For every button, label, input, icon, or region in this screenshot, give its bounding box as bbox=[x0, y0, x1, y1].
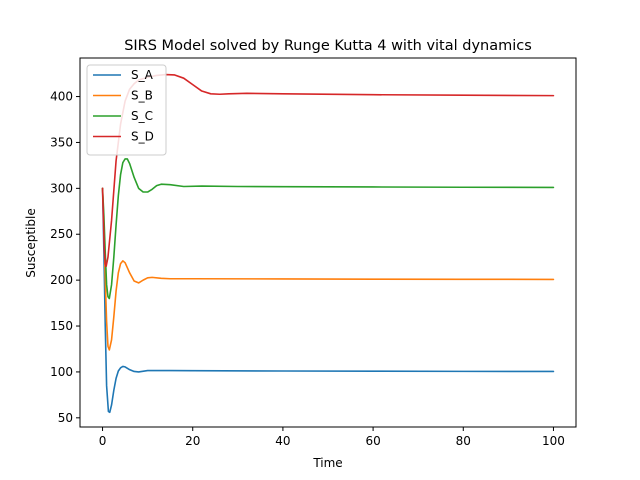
y-tick-label: 250 bbox=[50, 227, 73, 241]
y-tick-label: 100 bbox=[50, 365, 73, 379]
legend-box bbox=[86, 64, 167, 156]
x-tick-label: 0 bbox=[99, 434, 107, 448]
legend-label: S_C bbox=[131, 109, 153, 123]
y-tick-label: 400 bbox=[50, 90, 73, 104]
legend-label: S_D bbox=[131, 130, 154, 144]
x-tick-label: 20 bbox=[185, 434, 200, 448]
series-line-s-a bbox=[101, 187, 555, 414]
series-line-s-c bbox=[101, 158, 555, 300]
y-tick-label: 150 bbox=[50, 319, 73, 333]
x-axis-title: Time bbox=[312, 456, 342, 470]
y-tick-label: 300 bbox=[50, 181, 73, 195]
x-tick-label: 80 bbox=[456, 434, 471, 448]
x-tick-label: 100 bbox=[542, 434, 565, 448]
x-tick-label: 40 bbox=[275, 434, 290, 448]
x-tick-label: 60 bbox=[365, 434, 380, 448]
plot-frame bbox=[79, 57, 577, 428]
y-tick-label: 200 bbox=[50, 273, 73, 287]
y-tick-label: 350 bbox=[50, 135, 73, 149]
legend-label: S_A bbox=[131, 68, 154, 82]
legend: S_A S_B S_C S_D bbox=[86, 64, 167, 156]
x-axis: 0 20 40 60 80 100 bbox=[99, 427, 565, 448]
chart-title: SIRS Model solved by Runge Kutta 4 with … bbox=[124, 38, 532, 54]
series-line-s-b bbox=[101, 187, 555, 351]
y-axis-title: Susceptible bbox=[24, 208, 38, 277]
legend-label: S_B bbox=[131, 89, 153, 103]
y-axis: 50 100 150 200 250 300 350 400 bbox=[50, 90, 80, 425]
y-tick-label: 50 bbox=[58, 411, 73, 425]
